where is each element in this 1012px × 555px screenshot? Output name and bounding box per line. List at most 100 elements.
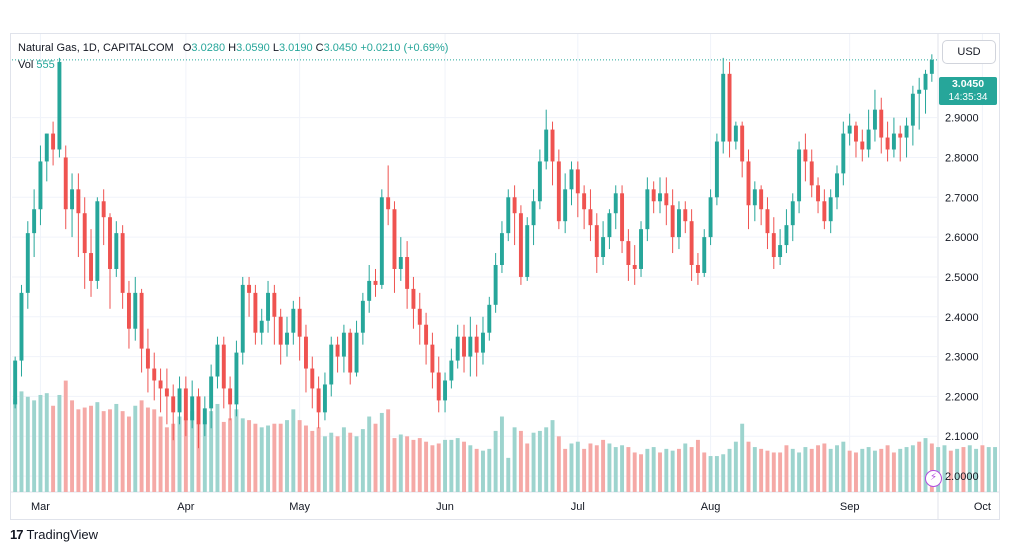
volume-bar xyxy=(695,439,700,492)
volume-bar xyxy=(620,445,625,492)
tradingview-logo[interactable]: 17 TradingView xyxy=(10,527,98,542)
candle-body xyxy=(285,332,289,345)
candle-body xyxy=(455,336,460,361)
candle-body xyxy=(790,201,795,226)
volume-bar xyxy=(392,438,397,492)
volume-bar xyxy=(493,430,498,492)
candle-body xyxy=(190,396,195,421)
candle-body xyxy=(443,380,448,401)
candle-body xyxy=(879,109,884,138)
candle-body xyxy=(316,388,321,413)
price-tick-label: 2.2000 xyxy=(945,391,979,403)
candle-body xyxy=(462,336,466,357)
time-tick-label: Aug xyxy=(701,501,721,513)
candle-body xyxy=(740,125,745,162)
candle-body xyxy=(885,137,890,150)
volume-bar xyxy=(891,452,896,492)
volume-bar xyxy=(266,425,270,492)
candle-body xyxy=(550,129,555,162)
volume-bar xyxy=(310,430,315,492)
volume-bar xyxy=(835,445,839,492)
volume-bar xyxy=(563,448,568,492)
candle-body xyxy=(392,209,397,269)
candle-body xyxy=(133,292,138,329)
volume-bar xyxy=(531,432,536,492)
price-tick-label: 2.4000 xyxy=(945,312,979,324)
volume-label: Vol xyxy=(18,59,34,71)
volume-bar xyxy=(689,447,694,492)
time-axis[interactable]: Mar Apr May Jun Jul Aug Sep Oct xyxy=(31,501,991,513)
candle-body xyxy=(183,388,188,421)
candle-body xyxy=(329,344,334,385)
candle-body xyxy=(575,169,580,194)
candle-body xyxy=(360,300,365,333)
candle-body xyxy=(721,73,726,142)
symbol-title[interactable]: Natural Gas, 1D, CAPITALCOM xyxy=(18,42,174,54)
lightning-icon[interactable]: ⚡ xyxy=(925,470,942,487)
volume-bar xyxy=(133,405,138,492)
candle-body xyxy=(689,221,694,265)
volume-bar xyxy=(398,434,403,492)
volume-bar xyxy=(569,443,574,492)
volume-bar xyxy=(196,423,201,492)
candle-body xyxy=(860,141,865,150)
volume-bar xyxy=(424,441,429,492)
candle-body xyxy=(531,201,536,226)
volume-bar xyxy=(721,454,726,492)
volume-bar xyxy=(70,400,75,492)
volume-bar xyxy=(499,416,504,492)
volume-bar xyxy=(929,443,934,492)
candle-body xyxy=(474,336,479,353)
volume-bar xyxy=(588,443,593,492)
candle-body xyxy=(658,193,662,202)
volume-bar xyxy=(183,418,188,492)
candle-body xyxy=(82,213,87,254)
volume-bar xyxy=(740,423,745,492)
candle-body xyxy=(771,233,776,258)
candle-body xyxy=(835,173,839,198)
volume-bar xyxy=(632,452,637,492)
candle-body xyxy=(904,125,909,138)
volume-bar xyxy=(607,443,612,492)
volume-bar xyxy=(322,436,327,492)
time-tick-label: Apr xyxy=(177,501,194,513)
volume-bar xyxy=(291,409,296,492)
candle-body xyxy=(196,396,201,425)
volume-bar xyxy=(417,438,422,492)
candle-body xyxy=(164,388,169,397)
candle-body xyxy=(278,316,283,345)
candle-body xyxy=(784,225,789,246)
volume-bar xyxy=(63,380,68,492)
candle-body xyxy=(373,280,378,285)
candle-body xyxy=(152,368,157,381)
candle-body xyxy=(733,125,738,142)
volume-bar xyxy=(942,445,947,492)
candle-body xyxy=(209,376,214,409)
volume-bar xyxy=(354,436,359,492)
candle-body xyxy=(569,169,574,190)
volume-bar xyxy=(594,445,599,492)
candle-body xyxy=(430,344,435,373)
candle-body xyxy=(126,292,131,329)
low-label: L xyxy=(272,42,279,54)
candle-body xyxy=(670,205,675,238)
candle-body xyxy=(171,396,176,413)
candle-body xyxy=(177,388,182,413)
low-value: 3.0190 xyxy=(278,42,313,54)
price-axis[interactable]: 2.0000 2.1000 2.2000 2.3000 2.4000 2.5000 2.60… xyxy=(945,113,979,483)
volume-bar xyxy=(171,423,176,492)
currency-button[interactable]: USD xyxy=(942,40,996,64)
volume-bar xyxy=(215,403,220,492)
price-tick-label: 2.3000 xyxy=(945,352,979,364)
volume-bar xyxy=(885,445,890,492)
candle-body xyxy=(714,141,719,198)
candle-body xyxy=(139,292,144,349)
candle-body xyxy=(797,149,802,202)
candle-body xyxy=(588,209,593,226)
candle-body xyxy=(677,209,681,238)
volume-bar xyxy=(778,452,783,492)
candle-body xyxy=(582,193,587,210)
change-value: +0.0210 (+0.69%) xyxy=(360,42,449,54)
candle-body xyxy=(13,360,18,405)
